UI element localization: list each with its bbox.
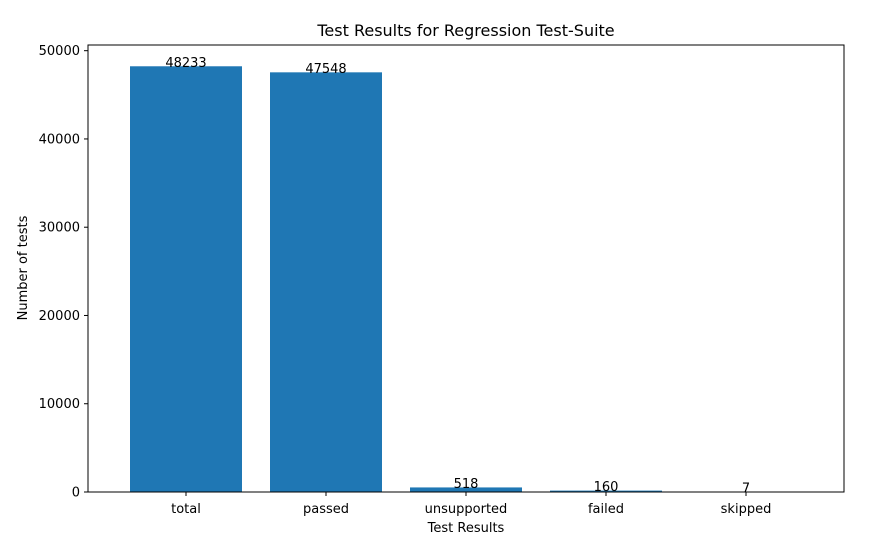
chart-title: Test Results for Regression Test-Suite [316,21,614,40]
bar-failed [550,490,662,492]
data-label-total: 48233 [165,56,206,71]
x-tick-label-unsupported: unsupported [425,502,508,517]
x-tick-label-total: total [171,502,201,517]
bar-unsupported [410,487,522,492]
bars-group [130,66,802,492]
x-tick-label-skipped: skipped [721,502,772,517]
y-tick-label-30000: 30000 [39,221,80,236]
data-label-skipped: 7 [742,481,750,496]
data-labels-group: 48233 47548 518 160 7 [165,56,750,497]
bar-passed [270,72,382,492]
y-tick-label-0: 0 [72,486,80,501]
x-tick-label-passed: passed [303,502,349,517]
y-axis-label: Number of tests [16,215,31,320]
y-axis-ticks: 0 10000 20000 30000 40000 50000 [39,44,88,501]
y-tick-label-40000: 40000 [39,132,80,147]
x-tick-label-failed: failed [588,502,624,517]
data-label-failed: 160 [594,480,619,495]
y-tick-label-50000: 50000 [39,44,80,59]
bar-total [130,66,242,492]
data-label-unsupported: 518 [454,477,479,492]
y-tick-label-20000: 20000 [39,309,80,324]
x-axis-ticks: total passed unsupported failed skipped [171,492,771,517]
x-axis-label: Test Results [427,521,505,536]
data-label-passed: 47548 [305,62,346,77]
y-tick-label-10000: 10000 [39,397,80,412]
